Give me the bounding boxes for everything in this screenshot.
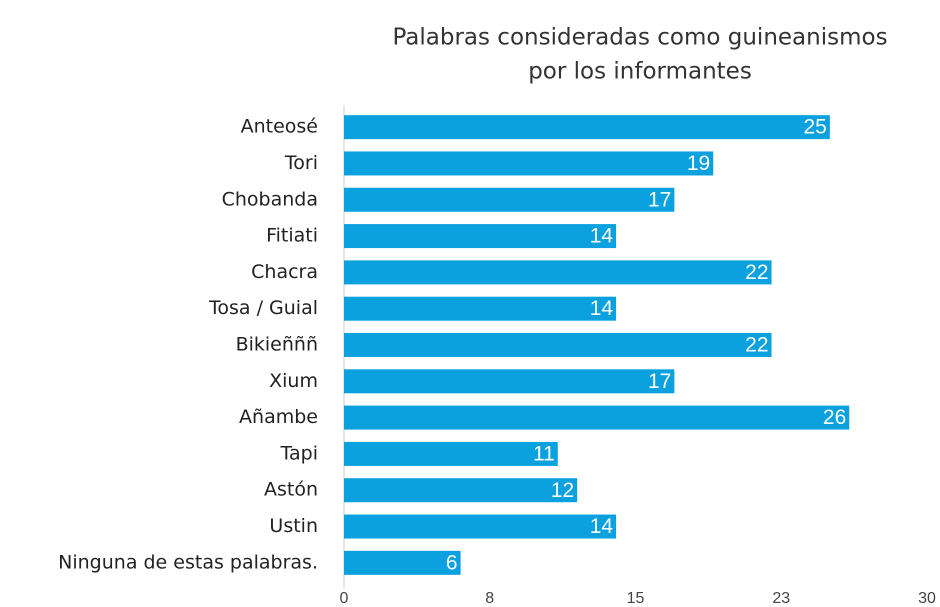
y-tick-label: Ninguna de estas palabras. bbox=[58, 551, 318, 573]
y-tick-label: Bikieñññ bbox=[236, 334, 318, 356]
bar bbox=[344, 441, 558, 466]
y-tick-label: Ustin bbox=[269, 515, 318, 537]
bar bbox=[344, 333, 772, 357]
value-label: 6 bbox=[446, 551, 458, 574]
y-tick-label: Añambe bbox=[239, 406, 318, 428]
x-tick-label: 8 bbox=[485, 590, 494, 607]
y-tick-label: Anteosé bbox=[241, 116, 318, 138]
value-label: 17 bbox=[648, 188, 671, 211]
y-tick-label: Chobanda bbox=[222, 188, 318, 210]
y-tick-label: Astón bbox=[264, 479, 318, 501]
y-tick-label: Tori bbox=[284, 152, 318, 174]
chart-title: Palabras consideradas como guineanismos bbox=[392, 25, 887, 51]
bar bbox=[344, 296, 617, 321]
bar bbox=[344, 151, 714, 176]
bar bbox=[344, 369, 675, 394]
y-tick-label: Fitiati bbox=[266, 225, 318, 247]
y-tick-label: Tapi bbox=[280, 442, 318, 464]
value-label: 26 bbox=[823, 406, 846, 429]
bar bbox=[344, 187, 675, 212]
value-label: 17 bbox=[648, 370, 671, 393]
value-label: 19 bbox=[687, 152, 710, 175]
bar bbox=[344, 478, 578, 503]
value-label: 12 bbox=[551, 479, 574, 502]
bar bbox=[344, 115, 830, 140]
bar bbox=[344, 550, 461, 575]
y-tick-label: Xium bbox=[269, 370, 318, 392]
value-label: 11 bbox=[533, 442, 555, 465]
x-tick-label: 0 bbox=[340, 590, 349, 607]
value-label: 14 bbox=[590, 515, 614, 538]
x-tick-label: 15 bbox=[627, 590, 645, 607]
y-tick-label: Tosa / Guial bbox=[208, 297, 318, 319]
value-label: 22 bbox=[745, 261, 768, 284]
value-label: 14 bbox=[590, 297, 614, 320]
value-label: 25 bbox=[803, 116, 826, 139]
bar bbox=[344, 514, 617, 539]
bar bbox=[344, 405, 850, 430]
x-tick-label: 30 bbox=[918, 590, 936, 607]
x-tick-label: 23 bbox=[772, 590, 790, 607]
bar bbox=[344, 260, 772, 285]
value-label: 22 bbox=[745, 334, 768, 357]
y-tick-label: Chacra bbox=[251, 261, 318, 283]
value-label: 14 bbox=[590, 225, 614, 248]
chart-title: por los informantes bbox=[528, 59, 752, 85]
bar bbox=[344, 224, 617, 249]
